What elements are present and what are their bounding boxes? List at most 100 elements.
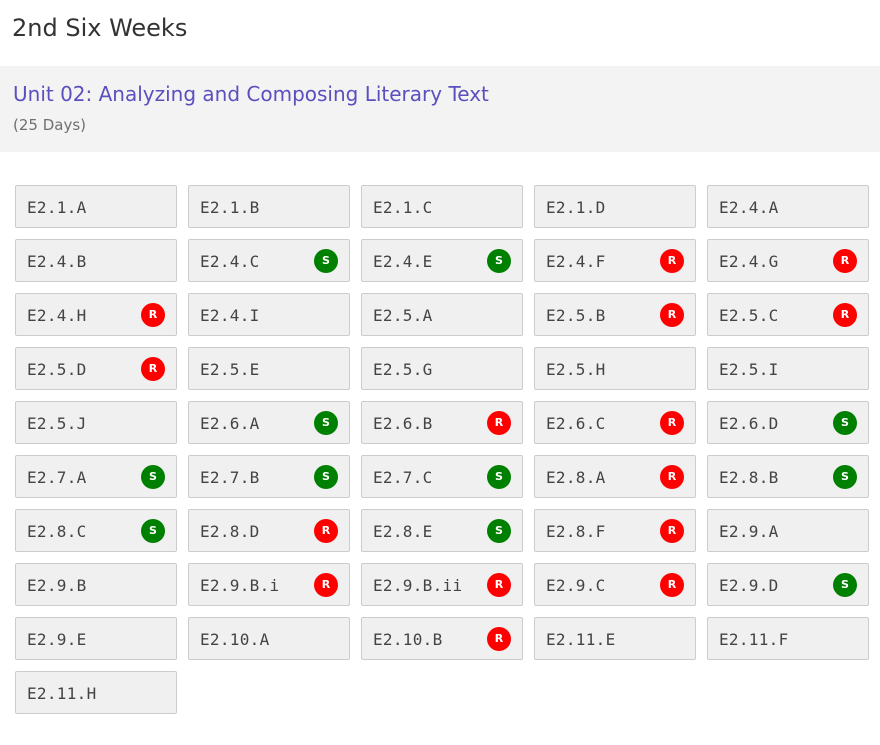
standard-button[interactable]: E2.5.A	[361, 293, 523, 336]
standard-code: E2.8.E	[373, 522, 433, 541]
standard-code: E2.7.B	[200, 468, 260, 487]
readiness-badge: R	[487, 627, 511, 651]
readiness-badge: R	[660, 519, 684, 543]
readiness-badge: R	[660, 411, 684, 435]
standard-code: E2.1.D	[546, 198, 606, 217]
standard-button[interactable]: E2.6.D S	[707, 401, 869, 444]
standard-button[interactable]: E2.11.H	[15, 671, 177, 714]
standard-code: E2.5.H	[546, 360, 606, 379]
supporting-badge: S	[487, 465, 511, 489]
standard-button[interactable]: E2.8.D R	[188, 509, 350, 552]
standard-button[interactable]: E2.9.B	[15, 563, 177, 606]
standard-button[interactable]: E2.6.A S	[188, 401, 350, 444]
standard-code: E2.5.J	[27, 414, 87, 433]
supporting-badge: S	[487, 249, 511, 273]
readiness-badge: R	[660, 573, 684, 597]
standard-code: E2.7.C	[373, 468, 433, 487]
standard-button[interactable]: E2.9.B.i R	[188, 563, 350, 606]
standard-code: E2.4.C	[200, 252, 260, 271]
standard-button[interactable]: E2.5.J	[15, 401, 177, 444]
standard-button[interactable]: E2.9.E	[15, 617, 177, 660]
standard-code: E2.4.H	[27, 306, 87, 325]
standard-code: E2.6.C	[546, 414, 606, 433]
standard-button[interactable]: E2.5.C R	[707, 293, 869, 336]
page-title: 2nd Six Weeks	[12, 14, 188, 42]
standard-code: E2.9.C	[546, 576, 606, 595]
unit-header: Unit 02: Analyzing and Composing Literar…	[0, 66, 880, 152]
standard-button[interactable]: E2.8.A R	[534, 455, 696, 498]
standard-button[interactable]: E2.5.H	[534, 347, 696, 390]
supporting-badge: S	[833, 411, 857, 435]
standard-button[interactable]: E2.8.E S	[361, 509, 523, 552]
standard-button[interactable]: E2.4.H R	[15, 293, 177, 336]
standard-code: E2.5.D	[27, 360, 87, 379]
standard-button[interactable]: E2.5.E	[188, 347, 350, 390]
standard-button[interactable]: E2.10.A	[188, 617, 350, 660]
standard-button[interactable]: E2.1.B	[188, 185, 350, 228]
standard-button[interactable]: E2.9.A	[707, 509, 869, 552]
standard-button[interactable]: E2.4.G R	[707, 239, 869, 282]
standard-code: E2.9.B	[27, 576, 87, 595]
standard-button[interactable]: E2.5.D R	[15, 347, 177, 390]
standard-button[interactable]: E2.1.D	[534, 185, 696, 228]
standard-code: E2.4.I	[200, 306, 260, 325]
standard-button[interactable]: E2.8.B S	[707, 455, 869, 498]
standard-code: E2.4.F	[546, 252, 606, 271]
standard-code: E2.8.B	[719, 468, 779, 487]
standard-code: E2.5.I	[719, 360, 779, 379]
standard-button[interactable]: E2.6.C R	[534, 401, 696, 444]
standard-button[interactable]: E2.4.C S	[188, 239, 350, 282]
standard-button[interactable]: E2.9.C R	[534, 563, 696, 606]
standard-button[interactable]: E2.7.C S	[361, 455, 523, 498]
supporting-badge: S	[487, 519, 511, 543]
standard-button[interactable]: E2.9.D S	[707, 563, 869, 606]
standard-code: E2.11.F	[719, 630, 789, 649]
supporting-badge: S	[314, 465, 338, 489]
standard-button[interactable]: E2.10.B R	[361, 617, 523, 660]
standard-button[interactable]: E2.7.B S	[188, 455, 350, 498]
standard-code: E2.9.B.i	[200, 576, 280, 595]
standard-code: E2.11.H	[27, 684, 97, 703]
standard-code: E2.1.B	[200, 198, 260, 217]
standard-button[interactable]: E2.8.C S	[15, 509, 177, 552]
standard-button[interactable]: E2.9.B.ii R	[361, 563, 523, 606]
readiness-badge: R	[487, 573, 511, 597]
readiness-badge: R	[141, 303, 165, 327]
standard-code: E2.4.B	[27, 252, 87, 271]
standard-code: E2.6.A	[200, 414, 260, 433]
standard-code: E2.9.E	[27, 630, 87, 649]
standard-button[interactable]: E2.11.E	[534, 617, 696, 660]
standard-code: E2.9.B.ii	[373, 576, 463, 595]
supporting-badge: S	[833, 465, 857, 489]
standard-button[interactable]: E2.4.I	[188, 293, 350, 336]
standard-code: E2.6.D	[719, 414, 779, 433]
standard-code: E2.8.F	[546, 522, 606, 541]
standard-button[interactable]: E2.4.B	[15, 239, 177, 282]
standard-button[interactable]: E2.1.C	[361, 185, 523, 228]
standard-button[interactable]: E2.5.I	[707, 347, 869, 390]
standard-button[interactable]: E2.1.A	[15, 185, 177, 228]
standard-code: E2.9.D	[719, 576, 779, 595]
supporting-badge: S	[314, 249, 338, 273]
readiness-badge: R	[487, 411, 511, 435]
standard-button[interactable]: E2.5.B R	[534, 293, 696, 336]
standard-code: E2.5.C	[719, 306, 779, 325]
standard-button[interactable]: E2.8.F R	[534, 509, 696, 552]
standard-button[interactable]: E2.7.A S	[15, 455, 177, 498]
unit-title-link[interactable]: Unit 02: Analyzing and Composing Literar…	[13, 82, 489, 106]
standard-button[interactable]: E2.4.E S	[361, 239, 523, 282]
standard-code: E2.4.E	[373, 252, 433, 271]
standard-button[interactable]: E2.4.F R	[534, 239, 696, 282]
supporting-badge: S	[141, 519, 165, 543]
readiness-badge: R	[141, 357, 165, 381]
standard-code: E2.10.A	[200, 630, 270, 649]
standard-button[interactable]: E2.4.A	[707, 185, 869, 228]
standard-code: E2.1.A	[27, 198, 87, 217]
standard-button[interactable]: E2.5.G	[361, 347, 523, 390]
unit-duration: (25 Days)	[13, 116, 86, 134]
standard-button[interactable]: E2.6.B R	[361, 401, 523, 444]
standard-code: E2.8.D	[200, 522, 260, 541]
readiness-badge: R	[833, 249, 857, 273]
standard-code: E2.5.B	[546, 306, 606, 325]
standard-button[interactable]: E2.11.F	[707, 617, 869, 660]
